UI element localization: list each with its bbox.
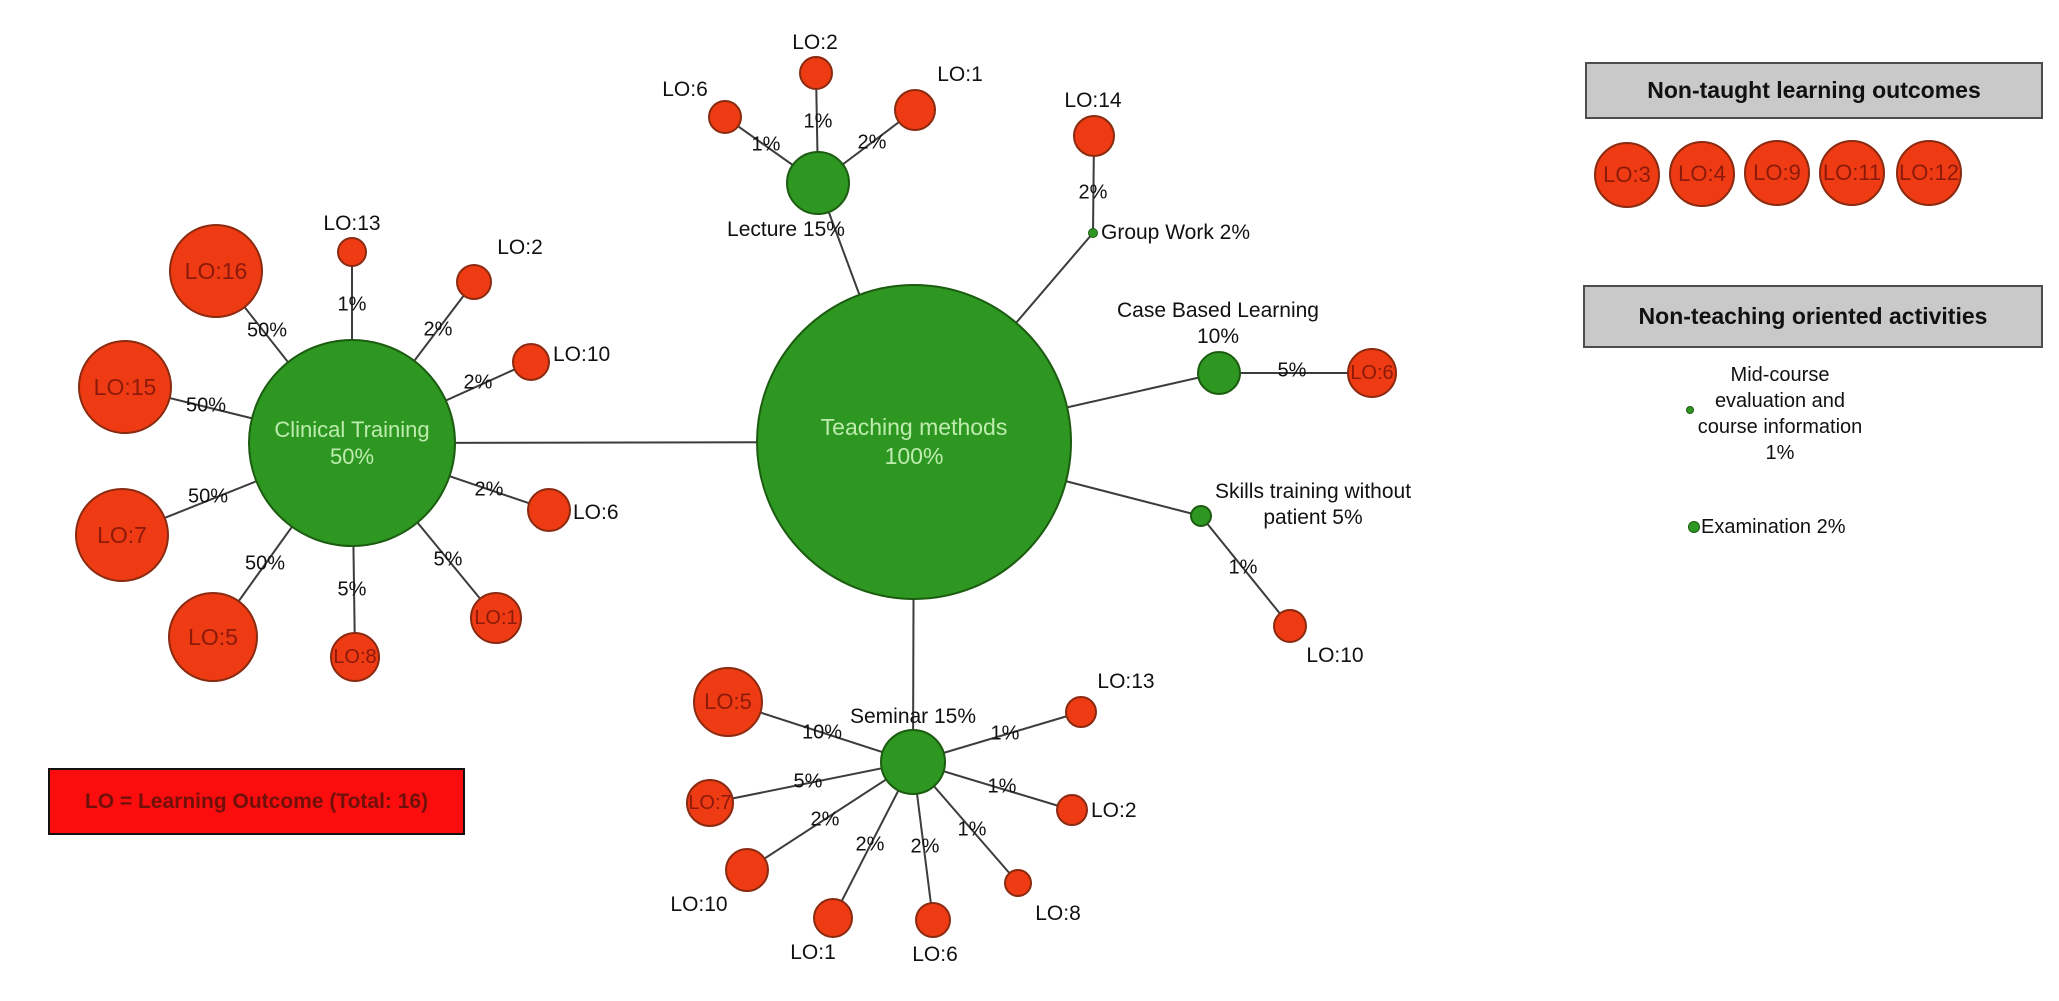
node-seminar bbox=[880, 729, 946, 795]
node-lec-lo1 bbox=[894, 89, 936, 131]
node-ct-lo13 bbox=[337, 237, 367, 267]
label-lec-lo6: LO:6 bbox=[662, 77, 708, 101]
edge-label-skills-training-sk-lo10: 1% bbox=[1228, 556, 1258, 579]
edge-label-seminar-sem-lo1: 2% bbox=[855, 833, 885, 856]
node-sem-lo8 bbox=[1004, 869, 1032, 897]
edge-label-seminar-sem-lo7: 5% bbox=[793, 770, 823, 793]
node-nt-lo3: LO:3 bbox=[1594, 142, 1660, 208]
node-sk-lo10 bbox=[1273, 609, 1307, 643]
node-ct-lo10 bbox=[512, 343, 550, 381]
node-lec-lo6 bbox=[708, 100, 742, 134]
node-ct-lo16: LO:16 bbox=[169, 224, 263, 318]
edge-label-clinical-training-ct-lo13: 1% bbox=[337, 293, 367, 316]
edge-label-group-work-gw-lo14: 2% bbox=[1078, 181, 1108, 204]
label-lecture: Lecture 15% bbox=[727, 217, 845, 241]
node-nt-lo12: LO:12 bbox=[1896, 140, 1962, 206]
node-sem-lo10 bbox=[725, 848, 769, 892]
label-sem-lo10: LO:10 bbox=[670, 892, 728, 916]
midcourse-annotation: Mid-course evaluation and course informa… bbox=[1697, 364, 1863, 464]
label-sem-lo6: LO:6 bbox=[912, 942, 958, 966]
node-nt-lo4: LO:4 bbox=[1669, 141, 1735, 207]
label-sem-lo13: LO:13 bbox=[1097, 669, 1155, 693]
edge-label-clinical-training-ct-lo8: 5% bbox=[337, 578, 367, 601]
edge-label-seminar-sem-lo8: 1% bbox=[957, 818, 987, 841]
label-ct-lo10: LO:10 bbox=[553, 342, 611, 366]
node-nt-lo9: LO:9 bbox=[1744, 140, 1810, 206]
edge-label-case-based-learning-cbl-lo6: 5% bbox=[1277, 359, 1307, 382]
edge-label-clinical-training-ct-lo2: 2% bbox=[423, 318, 453, 341]
node-ct-lo7: LO:7 bbox=[75, 488, 169, 582]
edge-label-clinical-training-ct-lo6: 2% bbox=[474, 478, 504, 501]
label-case-based-learning: Case Based Learning 10% bbox=[1117, 298, 1319, 348]
node-nt-lo11: LO:11 bbox=[1819, 140, 1885, 206]
edge-label-clinical-training-ct-lo7: 50% bbox=[187, 485, 229, 508]
edge-label-seminar-sem-lo10: 2% bbox=[810, 808, 840, 831]
node-group-work bbox=[1088, 228, 1098, 238]
label-group-work: Group Work 2% bbox=[1101, 220, 1250, 244]
node-ct-lo1: LO:1 bbox=[470, 592, 522, 644]
edge-label-lecture-lec-lo6: 1% bbox=[751, 133, 781, 156]
edge-label-clinical-training-ct-lo1: 5% bbox=[433, 548, 463, 571]
node-ct-lo2 bbox=[456, 264, 492, 300]
node-cbl-lo6: LO:6 bbox=[1347, 348, 1397, 398]
node-sem-lo2 bbox=[1056, 794, 1088, 826]
node-teaching-methods: Teaching methods 100% bbox=[756, 284, 1072, 600]
label-sem-lo2: LO:2 bbox=[1091, 798, 1137, 822]
label-sk-lo10: LO:10 bbox=[1306, 643, 1364, 667]
edge-label-clinical-training-ct-lo5: 50% bbox=[244, 552, 286, 575]
label-lec-lo2: LO:2 bbox=[792, 30, 838, 54]
edge-skills-training-sk-lo10 bbox=[1200, 515, 1291, 627]
edge-label-clinical-training-ct-lo16: 50% bbox=[246, 319, 288, 342]
node-skills-training bbox=[1190, 505, 1212, 527]
edge-label-clinical-training-ct-lo15: 50% bbox=[185, 394, 227, 417]
node-sem-lo1 bbox=[813, 898, 853, 938]
edge-label-seminar-sem-lo5: 10% bbox=[801, 721, 843, 744]
label-seminar: Seminar 15% bbox=[849, 704, 977, 728]
examination-annotation: Examination 2% bbox=[1701, 516, 1846, 538]
non-taught-header: Non-taught learning outcomes bbox=[1585, 62, 2043, 119]
node-lecture bbox=[786, 151, 850, 215]
node-midcourse-dot bbox=[1686, 406, 1694, 414]
legend-box: LO = Learning Outcome (Total: 16) bbox=[48, 768, 465, 835]
node-sem-lo6 bbox=[915, 902, 951, 938]
node-gw-lo14 bbox=[1073, 115, 1115, 157]
node-clinical-training: Clinical Training 50% bbox=[248, 339, 456, 547]
node-ct-lo6 bbox=[527, 488, 571, 532]
edge-label-seminar-sem-lo6: 2% bbox=[910, 835, 940, 858]
label-skills-training: Skills training without patient 5% bbox=[1214, 479, 1412, 529]
label-sem-lo8: LO:8 bbox=[1035, 901, 1081, 925]
node-sem-lo5: LO:5 bbox=[693, 667, 763, 737]
node-ct-lo8: LO:8 bbox=[330, 632, 380, 682]
node-ct-lo15: LO:15 bbox=[78, 340, 172, 434]
label-ct-lo2: LO:2 bbox=[497, 235, 543, 259]
node-lec-lo2 bbox=[799, 56, 833, 90]
edge-seminar-sem-lo7 bbox=[709, 761, 914, 804]
label-gw-lo14: LO:14 bbox=[1064, 88, 1122, 112]
node-sem-lo13 bbox=[1065, 696, 1097, 728]
edge-label-lecture-lec-lo2: 1% bbox=[803, 110, 833, 133]
label-ct-lo6: LO:6 bbox=[573, 500, 619, 524]
node-sem-lo7: LO:7 bbox=[686, 779, 734, 827]
node-examination-dot bbox=[1688, 521, 1700, 533]
node-ct-lo5: LO:5 bbox=[168, 592, 258, 682]
label-sem-lo1: LO:1 bbox=[790, 940, 836, 964]
edge-label-seminar-sem-lo13: 1% bbox=[990, 722, 1020, 745]
node-case-based-learning bbox=[1197, 351, 1241, 395]
non-teaching-header: Non-teaching oriented activities bbox=[1583, 285, 2043, 348]
edge-label-lecture-lec-lo1: 2% bbox=[857, 131, 887, 154]
label-lec-lo1: LO:1 bbox=[937, 62, 983, 86]
label-ct-lo13: LO:13 bbox=[323, 211, 381, 235]
edge-label-seminar-sem-lo2: 1% bbox=[987, 775, 1017, 798]
edge-label-clinical-training-ct-lo10: 2% bbox=[463, 371, 493, 394]
